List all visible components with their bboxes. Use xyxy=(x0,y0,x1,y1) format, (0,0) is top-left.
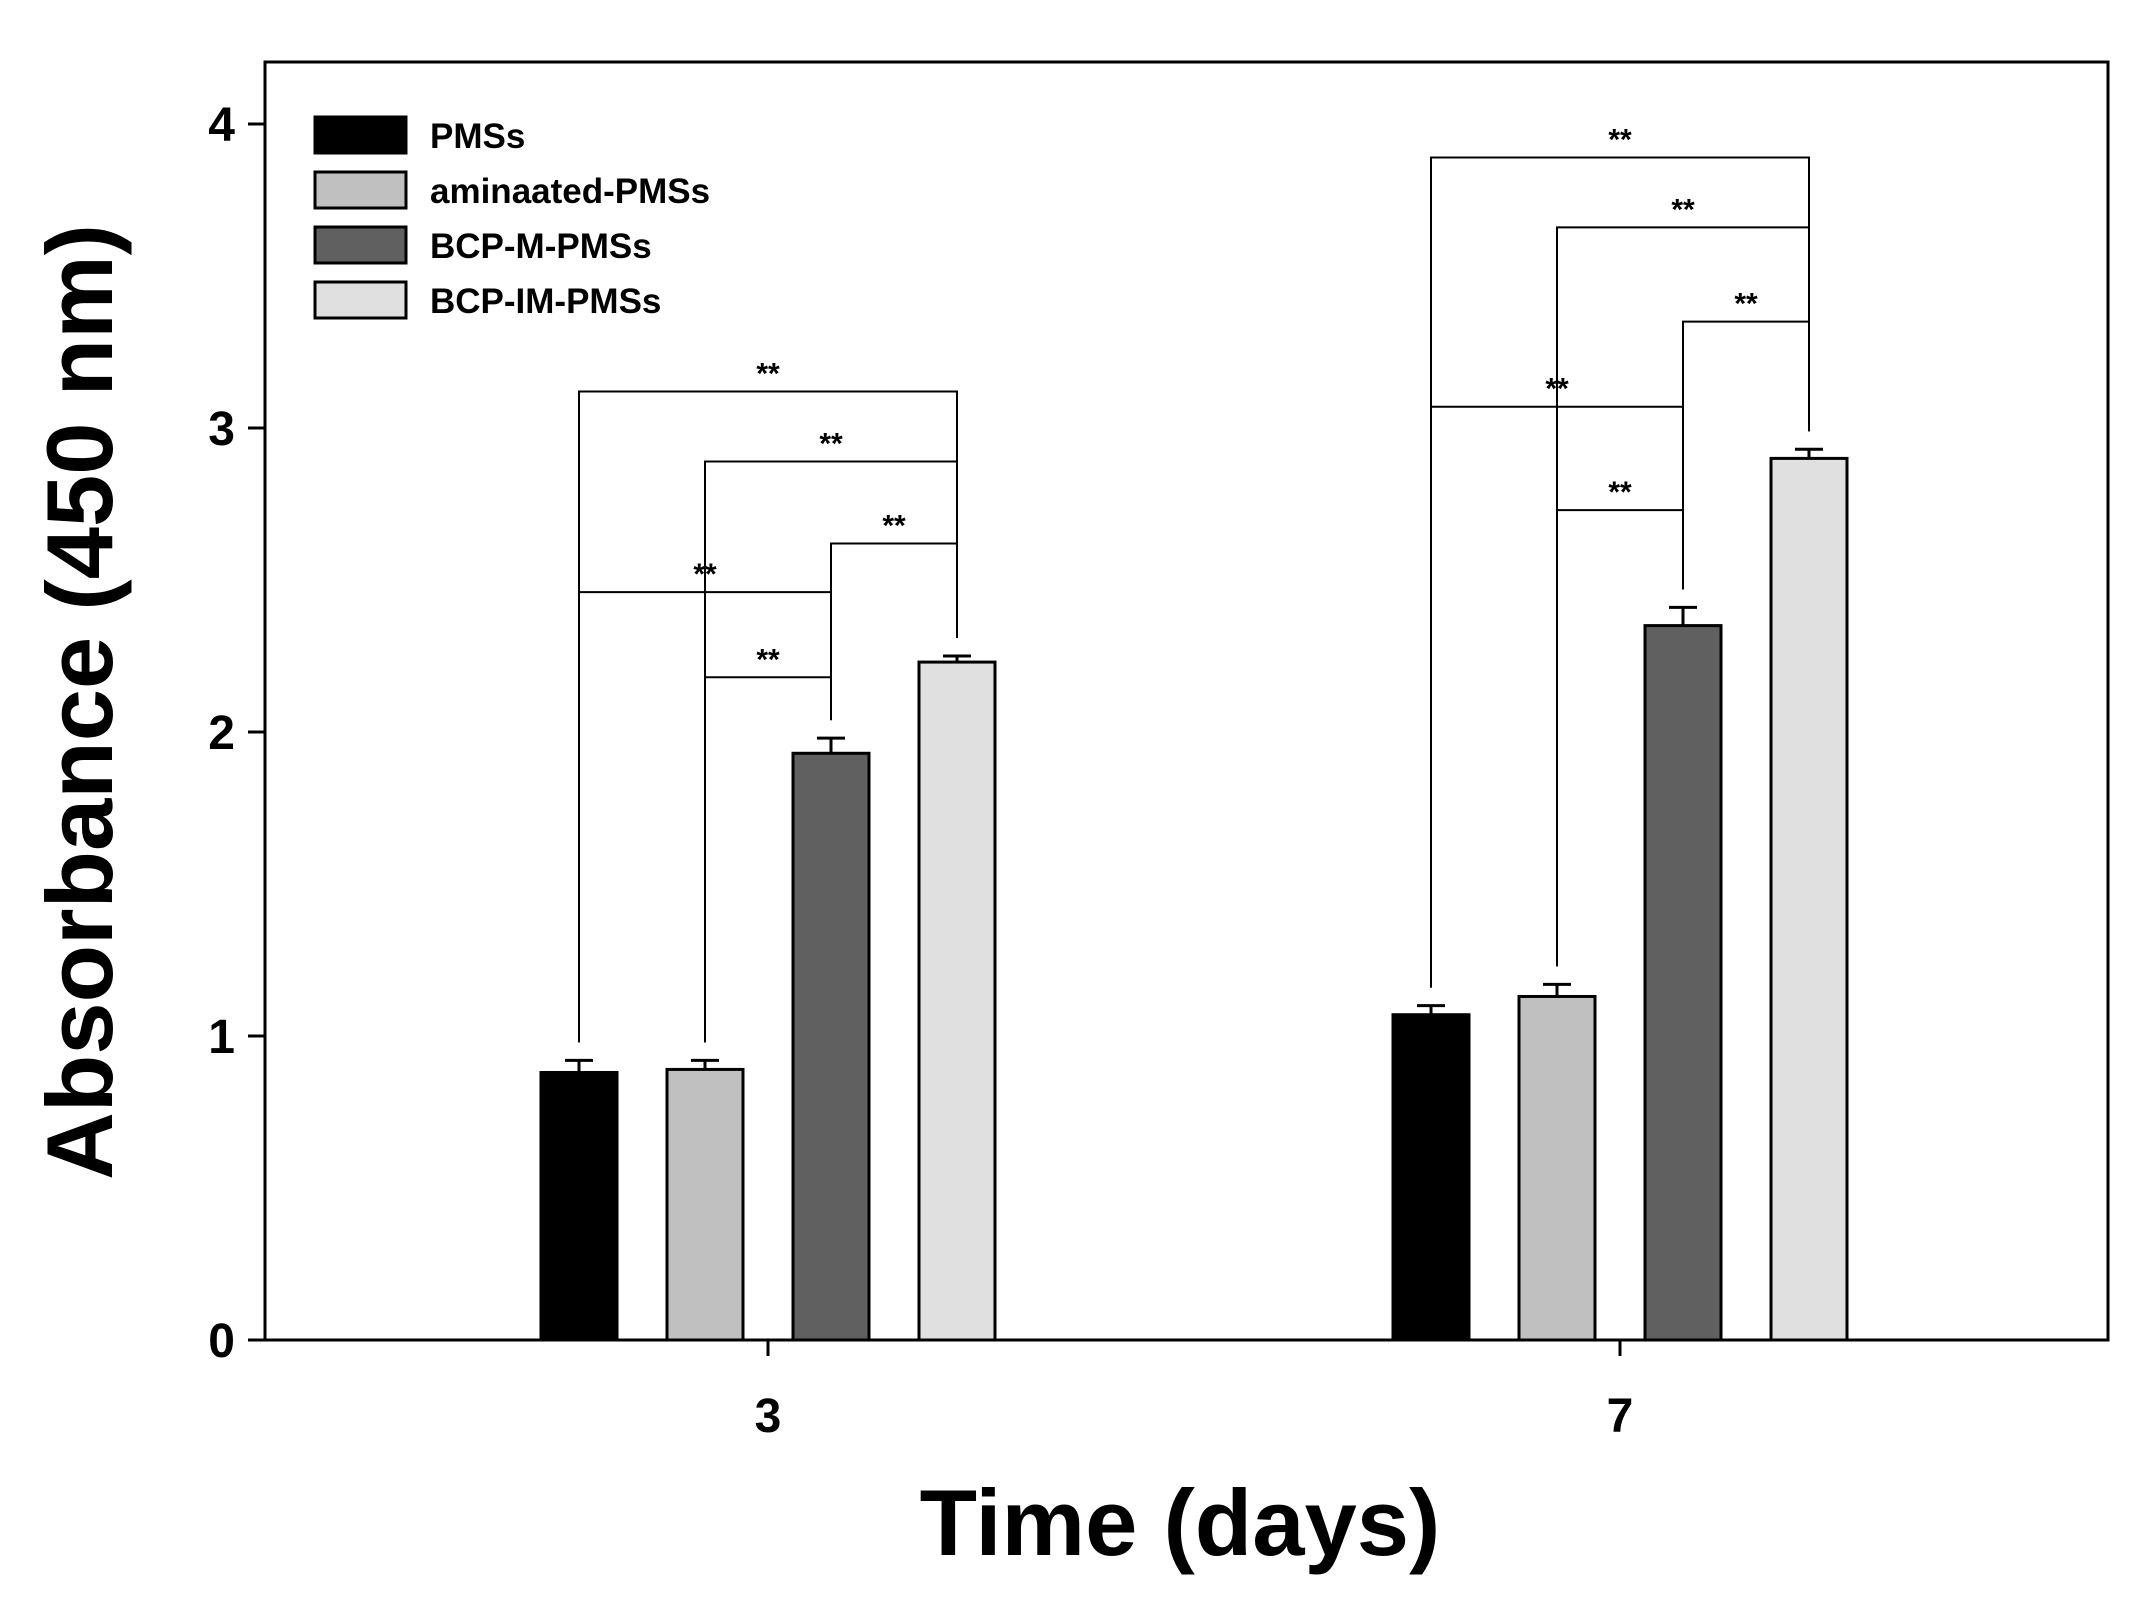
legend-label: BCP-IM-PMSs xyxy=(430,282,661,321)
significance-label: ** xyxy=(756,358,780,391)
significance-label: ** xyxy=(882,510,906,543)
significance-label: ** xyxy=(756,643,780,676)
legend-label: PMSs xyxy=(430,117,525,156)
significance-bracket xyxy=(1556,509,1684,967)
y-axis-title: Absorbance (450 nm) xyxy=(27,224,132,1180)
bar xyxy=(917,660,997,1342)
significance-bracket xyxy=(704,676,832,1043)
legend-swatch xyxy=(313,280,408,320)
significance-label: ** xyxy=(819,427,843,460)
legend-label: BCP-M-PMSs xyxy=(430,227,652,266)
bar xyxy=(791,751,871,1342)
bar xyxy=(1769,456,1849,1342)
bar xyxy=(1517,994,1597,1342)
bar xyxy=(1643,624,1723,1342)
x-tick-label: 7 xyxy=(1607,1390,1634,1443)
plot-border xyxy=(263,60,2110,1342)
error-bars xyxy=(565,447,1823,1073)
legend-swatch xyxy=(313,170,408,210)
significance-bracket xyxy=(578,390,958,1043)
bar xyxy=(665,1067,745,1342)
significance-label: ** xyxy=(1608,123,1632,156)
significance-label: ** xyxy=(1545,373,1569,406)
significance-label: ** xyxy=(693,558,717,591)
bar xyxy=(539,1070,619,1342)
bar xyxy=(1391,1013,1471,1342)
y-tick-label: 1 xyxy=(208,1011,235,1064)
y-axis: 0 1 2 3 4 xyxy=(208,99,265,1368)
x-tick-label: 3 xyxy=(755,1390,782,1443)
significance-bracket xyxy=(578,591,832,1043)
legend-label: aminaated-PMSs xyxy=(430,172,710,211)
significance-label: ** xyxy=(1671,193,1695,226)
y-tick-label: 2 xyxy=(208,707,235,760)
significance-bracket xyxy=(1430,405,1684,988)
plot-frame xyxy=(263,60,2110,1342)
y-tick-label: 4 xyxy=(208,99,235,152)
y-tick-label: 3 xyxy=(208,403,235,456)
legend: PMSs aminaated-PMSs BCP-M-PMSs BCP-IM-PMSs xyxy=(313,115,710,321)
significance-label: ** xyxy=(1608,476,1632,509)
significance-bracket xyxy=(1430,156,1810,988)
y-tick-label: 0 xyxy=(208,1315,235,1368)
legend-swatch xyxy=(313,115,408,155)
bars xyxy=(539,456,1849,1342)
legend-swatch xyxy=(313,225,408,265)
significance-brackets: ** ** ** ** ** ** ** ** ** ** xyxy=(578,123,1810,1043)
significance-label: ** xyxy=(1734,288,1758,321)
x-axis-title: Time (days) xyxy=(920,1470,1441,1575)
